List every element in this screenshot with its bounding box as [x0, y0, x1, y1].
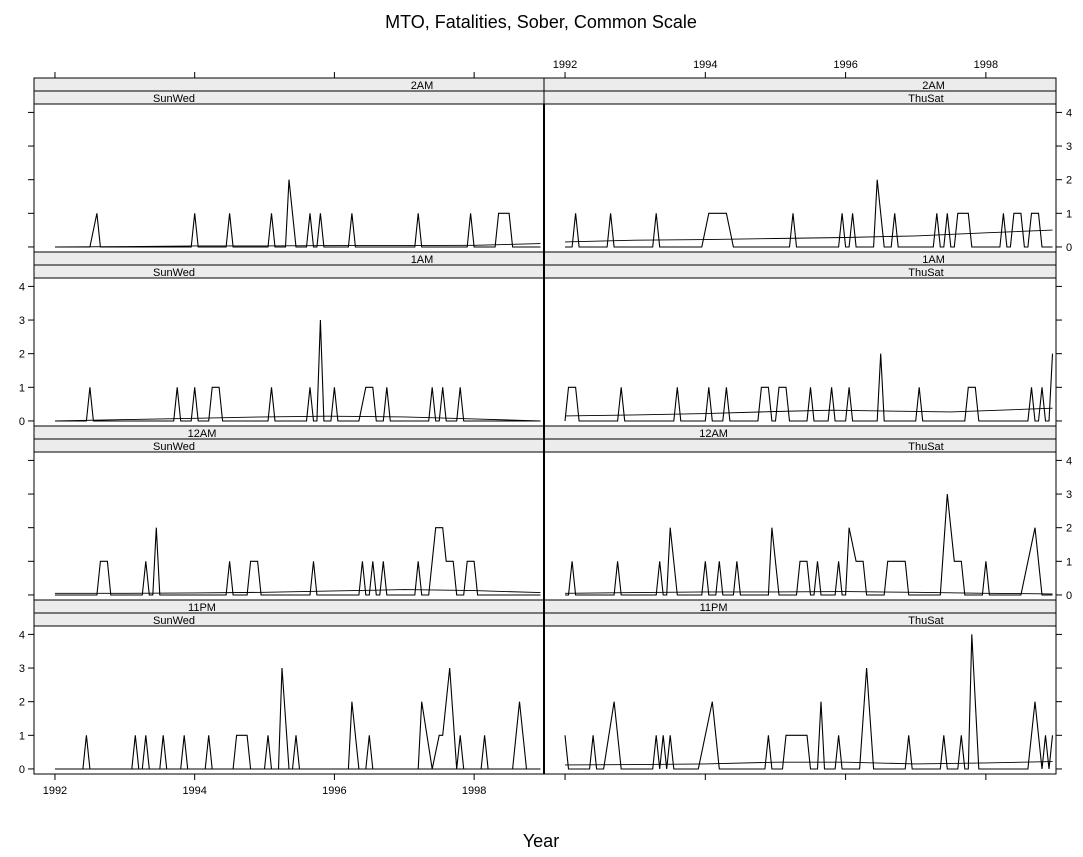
series-line-raw [55, 319, 541, 422]
panel-frame [543, 277, 1057, 427]
series-line-smooth [564, 407, 1053, 417]
strip-day-label: SunWed [153, 93, 195, 105]
strip-hour-label: 12AM [699, 428, 728, 440]
strip-hour-label: 11PM [700, 602, 728, 614]
strip-day-bar [33, 264, 545, 279]
strip-day-label: SunWed [153, 267, 195, 279]
strip-hour-bar [33, 77, 545, 92]
x-tick-label: 1992 [553, 59, 577, 71]
strip-hour-label: 12AM [188, 428, 217, 440]
series-line-raw [55, 667, 541, 770]
y-tick-label: 3 [19, 315, 25, 327]
strip-day-label: SunWed [153, 615, 195, 627]
panel-12am-thusat: 12AM ThuSat [543, 425, 1057, 601]
strip-day-bar [543, 438, 1057, 453]
series-line-smooth [55, 589, 541, 594]
x-tick-label: 1996 [322, 785, 346, 797]
strip-day-bar [33, 612, 545, 627]
panel-2am-sunwed: 2AM SunWed [33, 77, 545, 253]
y-tick-label: 0 [19, 416, 25, 428]
y-tick-label: 4 [19, 629, 25, 641]
strip-day-bar [543, 90, 1057, 105]
strip-hour-bar [33, 251, 545, 266]
x-tick-label: 1998 [974, 59, 998, 71]
strip-day-bar [33, 438, 545, 453]
y-tick-label: 3 [19, 663, 25, 675]
strip-hour-label: 11PM [188, 602, 216, 614]
panel-1am-sunwed: 1AM SunWed [33, 251, 545, 427]
strip-day-label: ThuSat [908, 267, 943, 279]
y-tick-label: 2 [19, 697, 25, 709]
y-tick-label: 4 [1066, 107, 1072, 119]
strip-day-bar [543, 264, 1057, 279]
x-tick-label: 1994 [182, 785, 206, 797]
x-tick-label: 1992 [43, 785, 67, 797]
series-line-smooth [54, 415, 541, 422]
y-tick-label: 1 [1066, 208, 1072, 220]
y-tick-label: 3 [1066, 489, 1072, 501]
y-tick-label: 3 [1066, 141, 1072, 153]
chart-title: MTO, Fatalities, Sober, Common Scale [385, 12, 697, 32]
series-line-raw [564, 634, 1054, 770]
y-tick-label: 2 [19, 349, 25, 361]
panel-frame [543, 103, 1057, 253]
panel-11pm-thusat: 11PM ThuSat [543, 599, 1057, 775]
strip-hour-bar [543, 251, 1057, 266]
strip-hour-bar [33, 425, 545, 440]
strip-hour-bar [543, 425, 1057, 440]
series-line-smooth [564, 591, 1053, 595]
strip-day-label: ThuSat [908, 441, 943, 453]
y-tick-label: 4 [19, 281, 25, 293]
y-tick-label: 4 [1066, 455, 1072, 467]
strip-hour-label: 2AM [411, 80, 434, 92]
strip-day-label: SunWed [153, 441, 195, 453]
panel-frame [33, 625, 545, 775]
y-tick-label: 1 [1066, 556, 1072, 568]
strip-day-label: ThuSat [908, 615, 943, 627]
strip-day-bar [543, 612, 1057, 627]
series-line-raw [55, 179, 541, 248]
series-line-raw [55, 527, 541, 596]
x-tick-label: 1994 [693, 59, 717, 71]
series-line-raw [564, 353, 1054, 422]
panel-frame [543, 451, 1057, 601]
panels-group: 2AMSunWed2AMThuSat1AMSunWed1AMThuSat12AM… [33, 77, 1057, 775]
series-line-raw [565, 179, 1053, 248]
y-tick-label: 2 [1066, 523, 1072, 535]
series-line-smooth [54, 243, 541, 248]
y-tick-label: 0 [1066, 242, 1072, 254]
series-line-smooth [564, 761, 1053, 766]
panel-frame [33, 277, 545, 427]
strip-hour-label: 1AM [922, 254, 945, 266]
x-axis-label: Year [523, 831, 559, 851]
strip-hour-bar [543, 599, 1057, 614]
strip-hour-bar [543, 77, 1057, 92]
panel-frame [33, 451, 545, 601]
strip-hour-label: 1AM [411, 254, 434, 266]
strip-hour-bar [33, 599, 545, 614]
y-tick-label: 0 [19, 764, 25, 776]
y-tick-label: 0 [1066, 590, 1072, 602]
x-tick-label: 1996 [833, 59, 857, 71]
series-line-smooth [564, 229, 1053, 243]
y-tick-label: 1 [19, 382, 25, 394]
y-tick-label: 1 [19, 730, 25, 742]
strip-hour-label: 2AM [922, 80, 945, 92]
y-tick-label: 2 [1066, 175, 1072, 187]
panel-frame [33, 103, 545, 253]
strip-day-bar [33, 90, 545, 105]
panel-frame [543, 625, 1057, 775]
x-tick-label: 1998 [462, 785, 486, 797]
strip-day-label: ThuSat [908, 93, 943, 105]
series-line-raw [565, 493, 1053, 596]
